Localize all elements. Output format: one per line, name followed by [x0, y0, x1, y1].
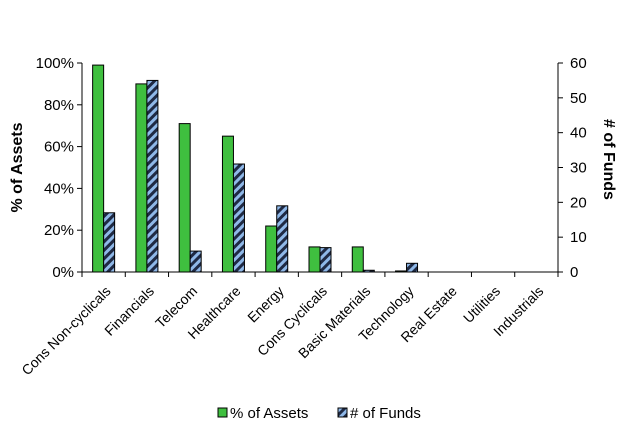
legend-label-assets: % of Assets	[230, 405, 308, 422]
legend-swatch-assets	[217, 407, 228, 418]
y-right-tick-label: 50	[570, 90, 587, 107]
category-label-utilities: Utilities	[460, 283, 503, 326]
bar-assets-telecom	[178, 123, 191, 273]
legend-label-funds: # of Funds	[350, 405, 421, 422]
bar-assets-cons-non-cyclicals	[92, 64, 105, 273]
y-right-tick-label: 60	[570, 55, 587, 72]
y-right-tick-label: 10	[570, 229, 587, 246]
axes: 0% 20% 40% 60% 80% 100% 0 10 20 30 40 50 60	[36, 55, 587, 281]
y-left-tick-label: 80%	[44, 97, 74, 114]
bar-assets-basic-materials	[351, 246, 364, 273]
y-right-tick-label: 20	[570, 194, 587, 211]
y-axis-left-title: % of Assets	[9, 122, 26, 212]
y-left-tick-label: 100%	[36, 55, 74, 72]
bar-funds-healthcare	[232, 163, 245, 273]
category-label-energy: Energy	[244, 283, 287, 326]
bar-funds-technology	[406, 262, 419, 273]
category-label-cons-non-cyclicals: Cons Non-cyclicals	[18, 283, 113, 378]
legend-swatch-funds	[337, 407, 348, 418]
bar-funds-cons-non-cyclicals	[103, 212, 116, 273]
y-axis-right-title: # of Funds	[600, 119, 617, 200]
category-labels: Cons Non-cyclicalsFinancialsTelecomHealt…	[18, 283, 546, 379]
y-left-tick-label: 60%	[44, 139, 74, 156]
y-left-tick-label: 40%	[44, 180, 74, 197]
bar-funds-energy	[276, 205, 289, 273]
y-left-tick-label: 20%	[44, 222, 74, 239]
y-right-tick-label: 30	[570, 160, 587, 177]
bar-assets-financials	[135, 83, 148, 273]
bar-funds-cons-cyclicals	[319, 247, 332, 273]
y-right-tick-label: 40	[570, 125, 587, 142]
legend: % of Assets # of Funds	[217, 405, 421, 422]
bar-assets-healthcare	[221, 135, 234, 273]
bar-assets-energy	[265, 225, 278, 273]
plot-area	[92, 64, 419, 273]
bar-funds-telecom	[189, 250, 202, 273]
y-right-tick-label: 0	[570, 264, 578, 281]
bar-funds-financials	[146, 79, 159, 273]
bar-assets-cons-cyclicals	[308, 246, 321, 273]
y-left-tick-label: 0%	[52, 264, 74, 281]
